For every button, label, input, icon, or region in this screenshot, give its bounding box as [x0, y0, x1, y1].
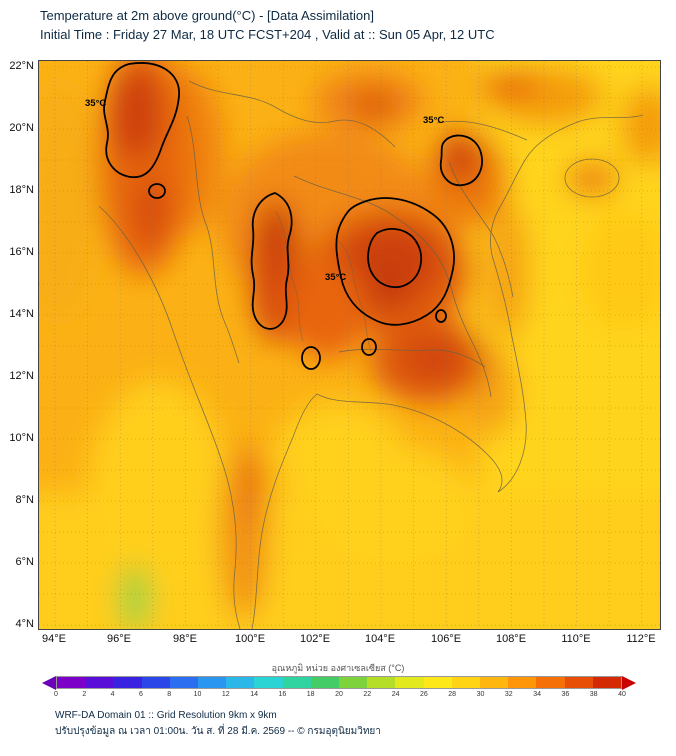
colorbar-tick: 40	[618, 691, 626, 698]
lat-lon-grid	[39, 61, 660, 629]
x-axis-tick-label: 96°E	[107, 633, 131, 645]
colorbar-segment	[226, 677, 255, 688]
colorbar-segment	[339, 677, 368, 688]
colorbar-tick: 34	[533, 691, 541, 698]
colorbar-segment	[592, 677, 622, 688]
x-axis-tick-label: 100°E	[234, 633, 266, 645]
colorbar-segment	[480, 677, 509, 688]
colorbar-segment	[395, 677, 424, 688]
colorbar-tick: 4	[110, 691, 115, 698]
colorbar-segment	[423, 677, 452, 688]
colorbar-segment	[57, 677, 86, 688]
y-axis-tick-label: 20°N	[9, 122, 34, 134]
footer-update-info: ปรับปรุงข้อมูล ณ เวลา 01:00น. วัน ส. ที่…	[55, 725, 381, 737]
colorbar-tick: 24	[391, 691, 400, 698]
colorbar-tick: 18	[306, 691, 315, 698]
colorbar-tick: 0	[54, 691, 58, 698]
x-axis-tick-label: 98°E	[173, 633, 197, 645]
colorbar-tick: 22	[363, 691, 372, 698]
y-axis-tick-label: 16°N	[9, 246, 34, 258]
header: Temperature at 2m above ground(°C) - [Da…	[40, 7, 495, 45]
colorbar-segment	[564, 677, 593, 688]
x-axis-tick-label: 104°E	[364, 633, 396, 645]
page-subtitle: Initial Time : Friday 27 Mar, 18 UTC FCS…	[40, 26, 495, 42]
colorbar-segment	[367, 677, 396, 688]
colorbar-segment	[508, 677, 537, 688]
colorbar-tick: 32	[504, 691, 513, 698]
temperature-heat-blobs	[39, 61, 660, 629]
temperature-contours	[103, 62, 483, 370]
colorbar	[42, 675, 636, 690]
colorbar-title: อุณหภูมิ หน่วย องศาเซลเซียส (°C)	[271, 663, 405, 673]
colorbar-tick: 20	[335, 691, 343, 698]
colorbar-segment	[310, 677, 340, 688]
colorbar-tick-labels: 0 2 4 6 8 10 12 14 16 18 20 22 24 26 28 …	[54, 691, 626, 701]
colorbar-tick: 30	[476, 691, 485, 698]
colorbar-segment	[451, 677, 481, 688]
colorbar-tick: 2	[82, 691, 87, 698]
colorbar-tick: 8	[167, 691, 172, 698]
colorbar-segment	[536, 677, 565, 688]
x-axis-tick-label: 106°E	[430, 633, 462, 645]
x-axis-tick-label: 108°E	[495, 633, 527, 645]
geography-borders	[98, 80, 644, 629]
colorbar-segments	[56, 676, 622, 689]
contour-label: 35°C	[325, 272, 346, 283]
colorbar-tick: 14	[250, 691, 258, 698]
colorbar-tick: 26	[419, 691, 428, 698]
y-axis-tick-label: 12°N	[9, 370, 34, 382]
y-axis-tick-label: 10°N	[9, 432, 34, 444]
colorbar-segment	[85, 677, 114, 688]
x-axis-tick-label: 110°E	[561, 633, 591, 645]
colorbar-arrow-right-icon	[622, 675, 636, 690]
colorbar-tick: 10	[193, 691, 202, 698]
colorbar-tick: 12	[221, 691, 230, 698]
colorbar-segment	[282, 677, 311, 688]
y-axis-tick-label: 18°N	[9, 184, 34, 196]
y-axis-tick-label: 8°N	[15, 494, 34, 506]
footer-domain-info: WRF-DA Domain 01 :: Grid Resolution 9km …	[55, 710, 277, 721]
colorbar-tick: 38	[589, 691, 598, 698]
y-axis-tick-label: 14°N	[9, 308, 34, 320]
colorbar-tick: 36	[561, 691, 570, 698]
contour-label: 35°C	[85, 98, 106, 109]
colorbar-tick: 28	[448, 691, 457, 698]
colorbar-segment	[254, 677, 283, 688]
contour-label: 35°C	[423, 115, 444, 126]
y-axis-tick-label: 6°N	[15, 556, 34, 568]
colorbar-segment	[169, 677, 199, 688]
map-plot-area: 35°C 35°C 35°C	[38, 60, 661, 630]
y-axis-tick-label: 22°N	[9, 60, 34, 72]
x-axis-tick-label: 94°E	[42, 633, 66, 645]
footer: WRF-DA Domain 01 :: Grid Resolution 9km …	[55, 708, 381, 739]
colorbar-segment	[141, 677, 170, 688]
colorbar-arrow-left-icon	[42, 675, 56, 690]
temperature-field-canvas: 35°C 35°C 35°C	[39, 61, 660, 629]
x-axis-tick-label: 102°E	[299, 633, 331, 645]
colorbar-segment	[198, 677, 227, 688]
page-title: Temperature at 2m above ground(°C) - [Da…	[40, 8, 374, 23]
colorbar-tick: 6	[138, 691, 143, 698]
contour-value-labels: 35°C 35°C 35°C	[85, 98, 444, 283]
colorbar-segment	[113, 677, 142, 688]
x-axis-tick-label: 112°E	[626, 633, 656, 645]
colorbar-tick: 16	[278, 691, 287, 698]
y-axis-tick-label: 4°N	[15, 618, 34, 630]
